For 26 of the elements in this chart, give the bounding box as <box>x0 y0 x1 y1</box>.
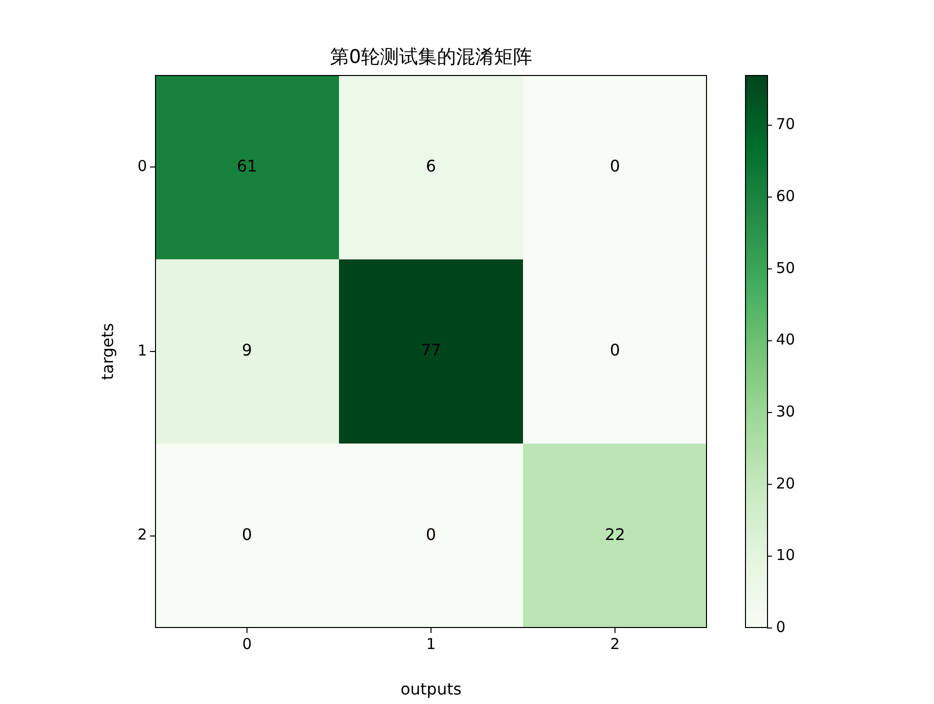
x-tick-label: 2 <box>610 634 620 653</box>
data-label: 22 <box>604 524 626 544</box>
color-bar-label: 60 <box>776 186 796 205</box>
data-label: 77 <box>420 340 442 360</box>
x-axis-title: outputs <box>400 680 462 699</box>
color-bar-label: 40 <box>776 330 796 349</box>
data-label: 0 <box>426 524 436 544</box>
data-label: 6 <box>426 156 436 176</box>
color-bar-label: 10 <box>776 546 796 564</box>
data-label: 0 <box>242 524 252 544</box>
data-label: 0 <box>610 156 620 176</box>
data-label: 9 <box>242 340 252 360</box>
color-bar-label: 50 <box>776 258 796 277</box>
color-bar-label: 30 <box>776 402 796 420</box>
x-tick-label: 1 <box>426 634 436 653</box>
data-label: 0 <box>610 340 620 360</box>
y-tick-label: 1 <box>137 341 147 360</box>
color-bar-label: 20 <box>776 474 796 492</box>
x-tick-label: 0 <box>242 634 252 653</box>
color-bar-label: 70 <box>776 115 796 134</box>
y-tick-label: 2 <box>137 526 147 544</box>
color-bar-label: 0 <box>776 618 786 636</box>
chart-title: 第0轮测试集的混淆矩阵 <box>330 46 532 68</box>
y-tick-label: 0 <box>137 157 147 176</box>
data-label: 61 <box>236 156 258 176</box>
y-axis-title: targets <box>98 323 117 380</box>
